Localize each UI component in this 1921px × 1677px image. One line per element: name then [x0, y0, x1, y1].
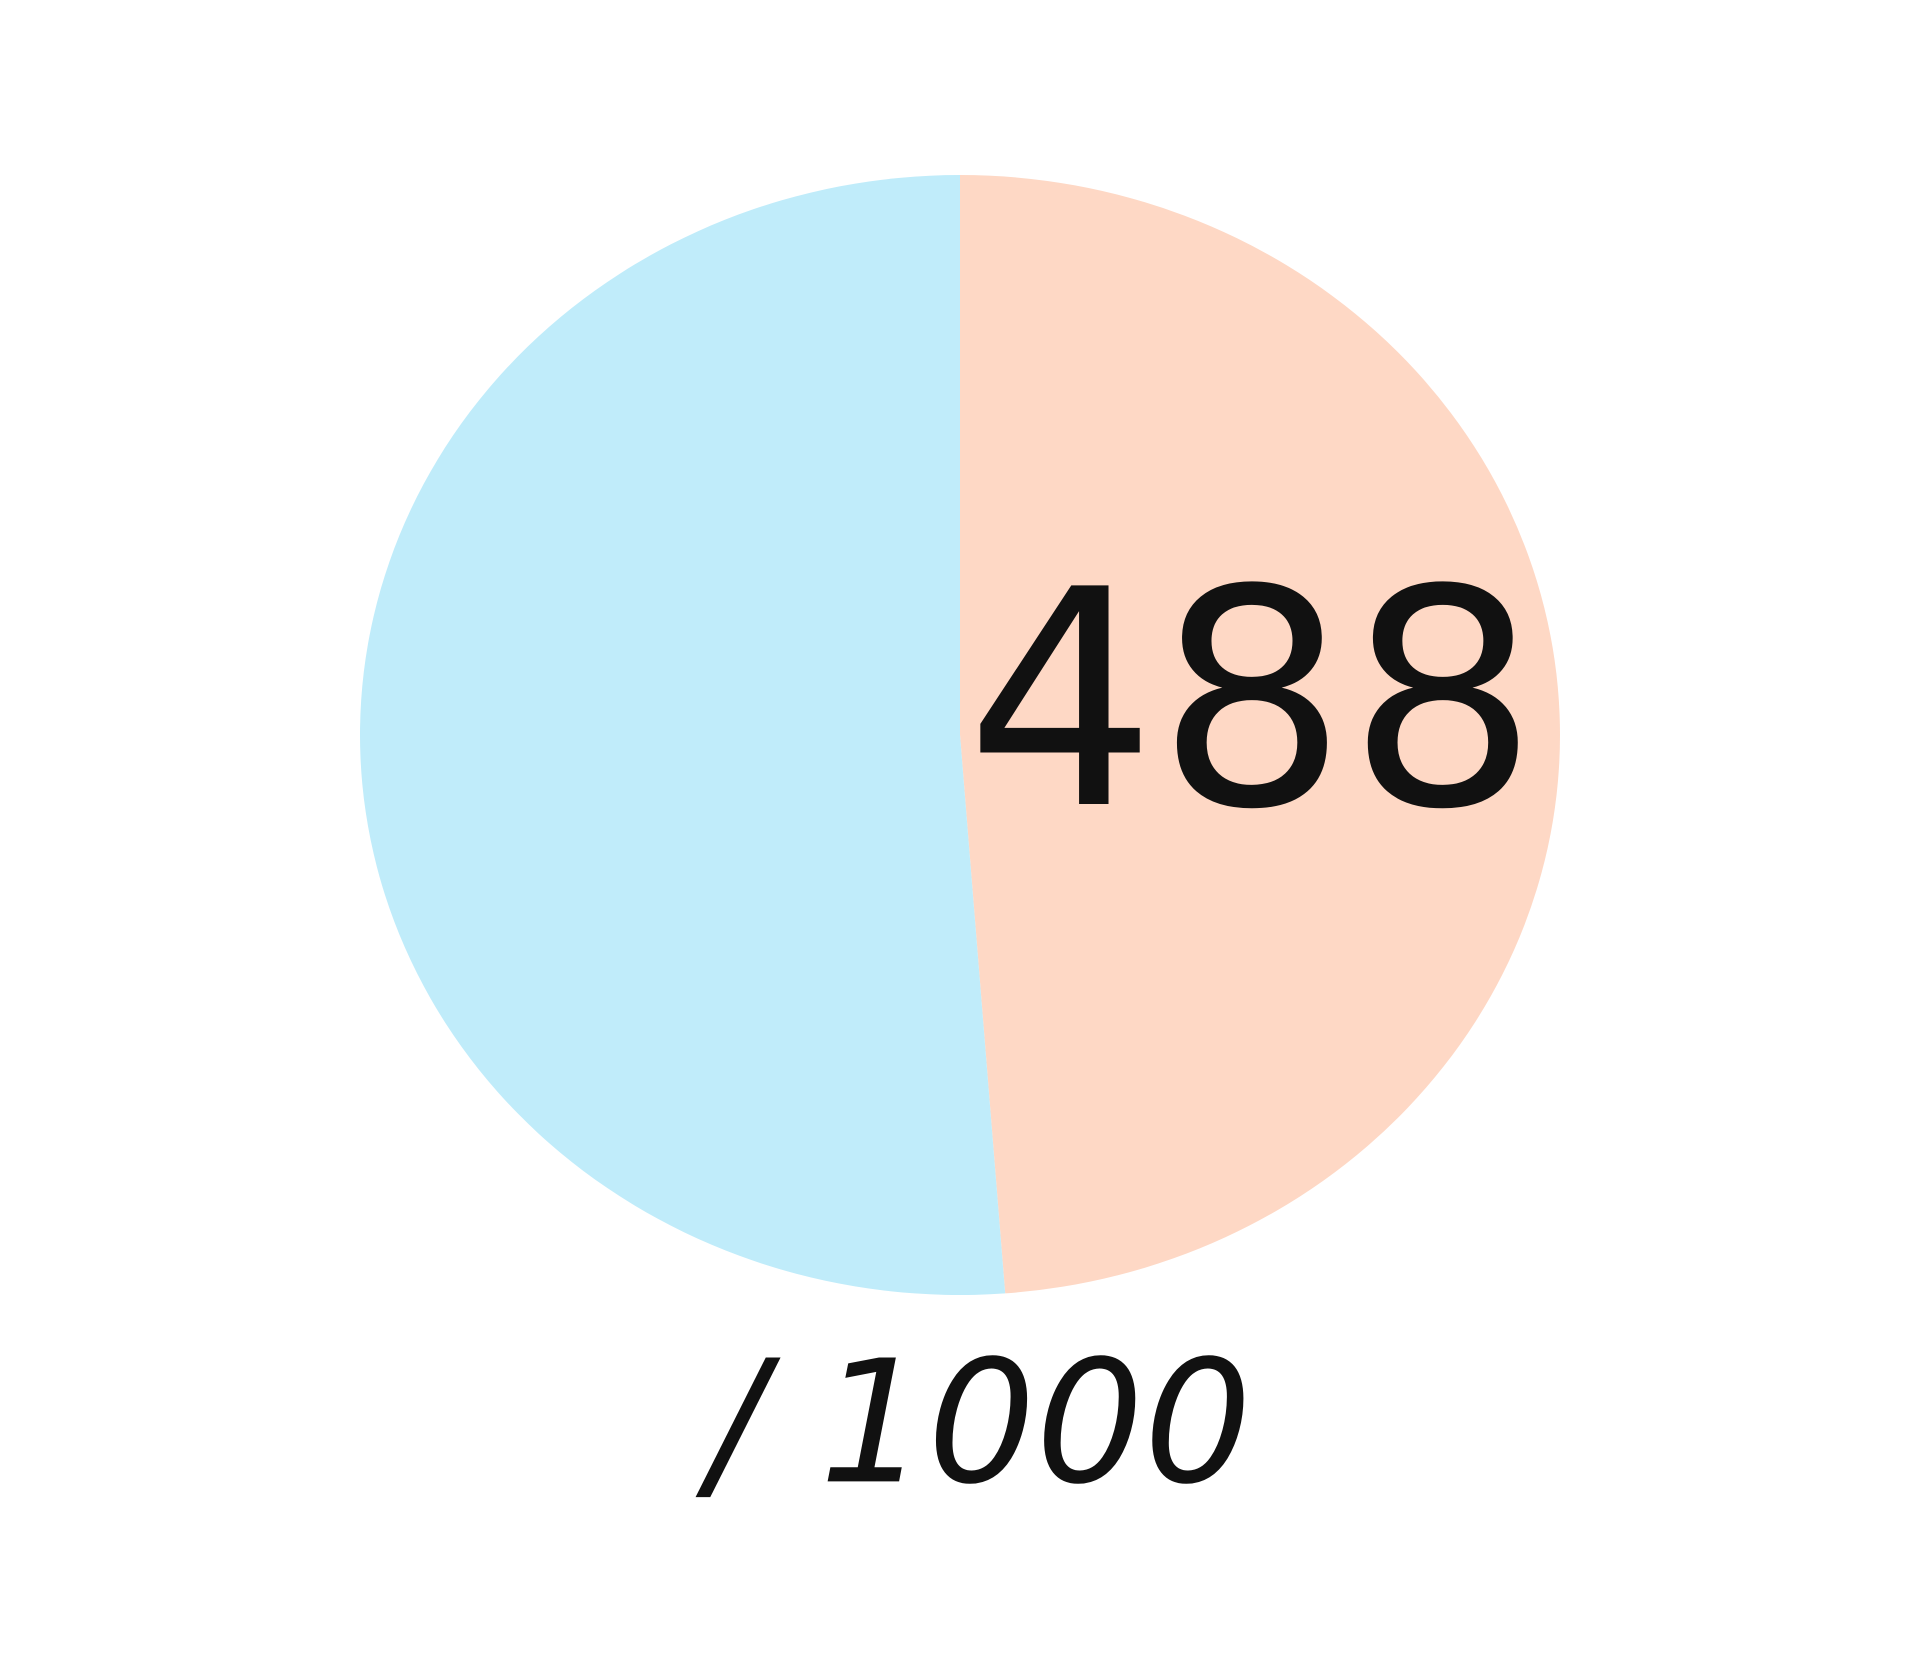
slice-value-label: 488 — [966, 526, 1539, 875]
total-label: / 1000 — [695, 1324, 1252, 1522]
pie-slice-2 — [359, 175, 1006, 1295]
pie-slice-1 — [960, 175, 1560, 1294]
pie-slices — [359, 175, 1560, 1295]
